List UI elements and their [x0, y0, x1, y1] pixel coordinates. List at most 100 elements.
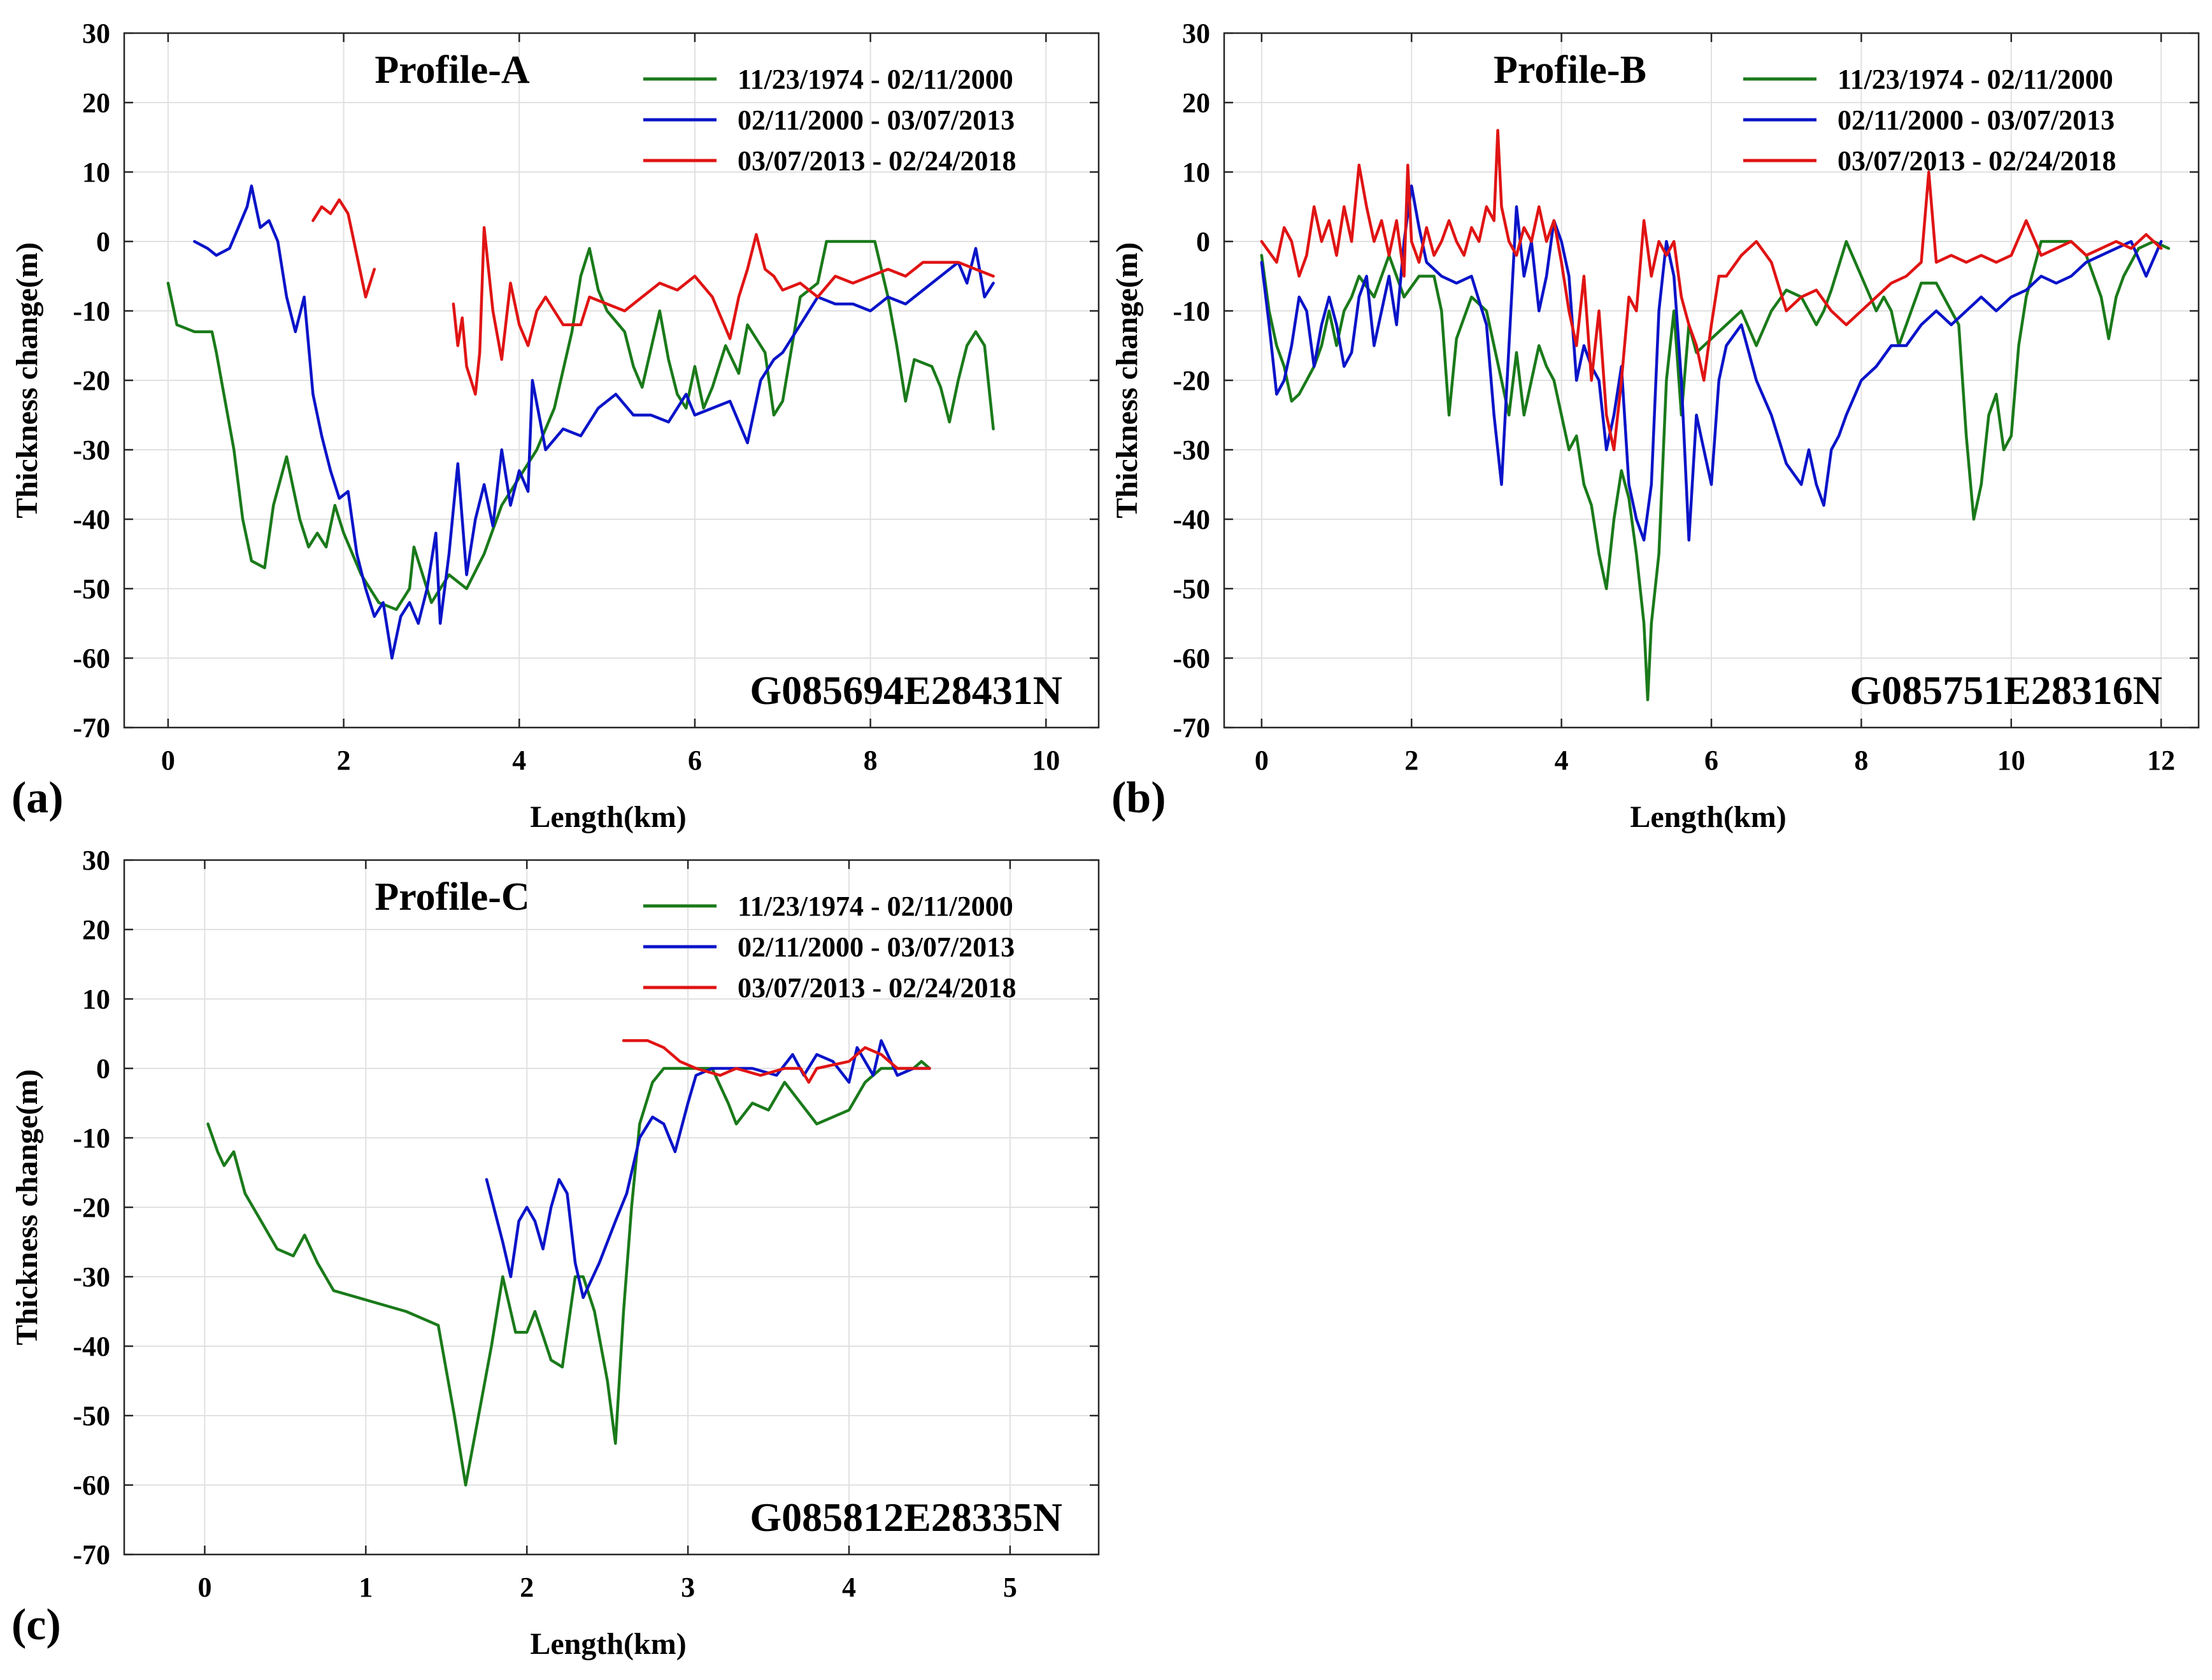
series-c — [206, 1039, 931, 1487]
legend-a-label-1: 02/11/2000 - 03/07/2013 — [738, 104, 1015, 136]
x-tick-label-a: 6 — [688, 745, 702, 776]
y-tick-label-a: 20 — [82, 87, 110, 118]
y-tick-label-a: -20 — [73, 365, 110, 396]
x-tick-label-a: 10 — [1032, 745, 1060, 776]
y-tick-label-c: -30 — [73, 1261, 110, 1293]
y-tick-label-b: 20 — [1182, 87, 1210, 118]
legend-c: 11/23/1974 - 02/11/2000 02/11/2000 - 03/… — [643, 891, 1017, 1003]
legend-b-label-0: 11/23/1974 - 02/11/2000 — [1837, 64, 2113, 95]
glacier-id-c: G085812E28335N — [750, 1495, 1062, 1540]
x-tick-label-c: 3 — [681, 1572, 695, 1603]
panel-letter-a: (a) — [11, 773, 64, 822]
legend-b-label-2: 03/07/2013 - 02/24/2018 — [1837, 145, 2116, 176]
grid-b — [1224, 32, 2199, 728]
y-tick-label-b: -40 — [1173, 504, 1210, 535]
series-line-b-green — [1260, 240, 2171, 701]
x-tick-label-b: 6 — [1704, 745, 1718, 776]
y-tick-label-a: -70 — [73, 712, 110, 743]
panel-b-title: Profile-B — [1494, 48, 1646, 92]
y-tick-label-b: 10 — [1182, 157, 1210, 188]
x-tick-label-b: 12 — [2147, 745, 2175, 776]
series-line-a-blue — [193, 184, 995, 660]
y-tick-label-c: -60 — [73, 1470, 110, 1501]
panel-letter-b: (b) — [1111, 773, 1166, 822]
x-tick-label-b: 0 — [1255, 745, 1269, 776]
series-line-a-red-seg2 — [452, 226, 995, 396]
y-tick-label-a: -30 — [73, 434, 110, 466]
y-tick-label-c: 10 — [82, 984, 110, 1015]
legend-a-label-0: 11/23/1974 - 02/11/2000 — [738, 64, 1013, 95]
grid-c — [124, 859, 1099, 1555]
series-line-c-red — [622, 1039, 931, 1084]
x-tick-label-b: 8 — [1854, 745, 1868, 776]
y-tick-label-a: -60 — [73, 643, 110, 674]
x-tick-label-b: 10 — [1997, 745, 2025, 776]
y-tick-label-b: 0 — [1196, 226, 1210, 257]
glacier-id-b: G085751E28316N — [1850, 668, 2162, 713]
series-line-c-green — [206, 1059, 931, 1487]
ticks-a: 0 2 4 6 8 10 30 20 10 0 -10 -20 -30 -40 -50 -60 -70 — [73, 18, 1099, 776]
series-line-a-green — [166, 240, 995, 611]
y-tick-label-b: -60 — [1173, 643, 1210, 674]
x-tick-label-b: 4 — [1555, 745, 1569, 776]
y-tick-label-a: -10 — [73, 296, 110, 327]
x-axis-label-a: Length(km) — [530, 800, 686, 834]
series-line-b-blue — [1260, 184, 2163, 542]
x-tick-label-a: 0 — [161, 745, 175, 776]
ticks-c: 0 1 2 3 4 5 30 20 10 0 -10 -20 -30 -40 -50 -60 -70 — [73, 845, 1099, 1603]
y-tick-label-c: 20 — [82, 914, 110, 945]
panel-b: 0 2 4 6 8 10 12 30 20 10 0 -10 -20 -30 -40 -50 -60 -70 Pr… — [1110, 18, 2200, 834]
legend-c-label-1: 02/11/2000 - 03/07/2013 — [738, 931, 1015, 963]
y-tick-label-b: -30 — [1173, 434, 1210, 466]
y-tick-label-b: -10 — [1173, 296, 1210, 327]
grid-a — [124, 32, 1099, 728]
y-tick-label-c: -50 — [73, 1400, 110, 1432]
y-axis-label-b: Thickness change(m) — [1110, 242, 1144, 518]
panel-a-title: Profile-A — [375, 48, 530, 92]
legend-a: 11/23/1974 - 02/11/2000 02/11/2000 - 03/… — [643, 64, 1017, 176]
series-a — [166, 184, 995, 660]
y-tick-label-c: -40 — [73, 1331, 110, 1362]
y-tick-label-b: -50 — [1173, 573, 1210, 605]
panel-c-title: Profile-C — [375, 875, 529, 919]
x-axis-label-c: Length(km) — [530, 1627, 686, 1661]
x-tick-label-a: 2 — [337, 745, 351, 776]
y-tick-label-a: -40 — [73, 504, 110, 535]
y-tick-label-c: 0 — [96, 1053, 110, 1084]
panel-a: 0 2 4 6 8 10 30 20 10 0 -10 -20 -30 -40 -50 -60 -70 Prof… — [10, 18, 1100, 834]
y-axis-label-c: Thickness change(m) — [10, 1069, 44, 1345]
x-tick-label-c: 2 — [520, 1572, 534, 1603]
y-axis-label-a: Thickness change(m) — [10, 242, 44, 518]
y-tick-label-c: -10 — [73, 1123, 110, 1154]
panel-c: 0 1 2 3 4 5 30 20 10 0 -10 -20 -30 -40 -50 -60 -70 Profi… — [10, 845, 1100, 1661]
y-tick-label-a: 30 — [82, 18, 110, 49]
ticks-b: 0 2 4 6 8 10 12 30 20 10 0 -10 -20 -30 -40 -50 -60 -70 — [1173, 18, 2199, 776]
series-line-c-blue — [485, 1039, 931, 1299]
legend-b: 11/23/1974 - 02/11/2000 02/11/2000 - 03/… — [1743, 64, 2116, 176]
x-tick-label-c: 1 — [359, 1572, 373, 1603]
y-tick-label-a: 10 — [82, 157, 110, 188]
series-line-a-red-seg1 — [311, 198, 376, 299]
legend-c-label-0: 11/23/1974 - 02/11/2000 — [738, 891, 1013, 922]
y-tick-label-b: 30 — [1182, 18, 1210, 49]
legend-a-label-2: 03/07/2013 - 02/24/2018 — [738, 145, 1017, 176]
y-tick-label-a: -50 — [73, 573, 110, 605]
y-tick-label-c: -20 — [73, 1192, 110, 1223]
series-b — [1260, 129, 2171, 701]
y-tick-label-c: 30 — [82, 845, 110, 876]
glacier-id-a: G085694E28431N — [750, 668, 1062, 713]
y-tick-label-c: -70 — [73, 1539, 110, 1570]
x-axis-label-b: Length(km) — [1630, 800, 1786, 834]
y-tick-label-b: -20 — [1173, 365, 1210, 396]
x-tick-label-c: 0 — [197, 1572, 211, 1603]
x-tick-label-a: 4 — [512, 745, 526, 776]
x-tick-label-c: 4 — [842, 1572, 856, 1603]
y-tick-label-b: -70 — [1173, 712, 1210, 743]
series-line-b-red — [1260, 129, 2163, 452]
y-tick-label-a: 0 — [96, 226, 110, 257]
legend-c-label-2: 03/07/2013 - 02/24/2018 — [738, 972, 1017, 1003]
x-tick-label-a: 8 — [864, 745, 878, 776]
panel-letter-c: (c) — [11, 1600, 61, 1649]
